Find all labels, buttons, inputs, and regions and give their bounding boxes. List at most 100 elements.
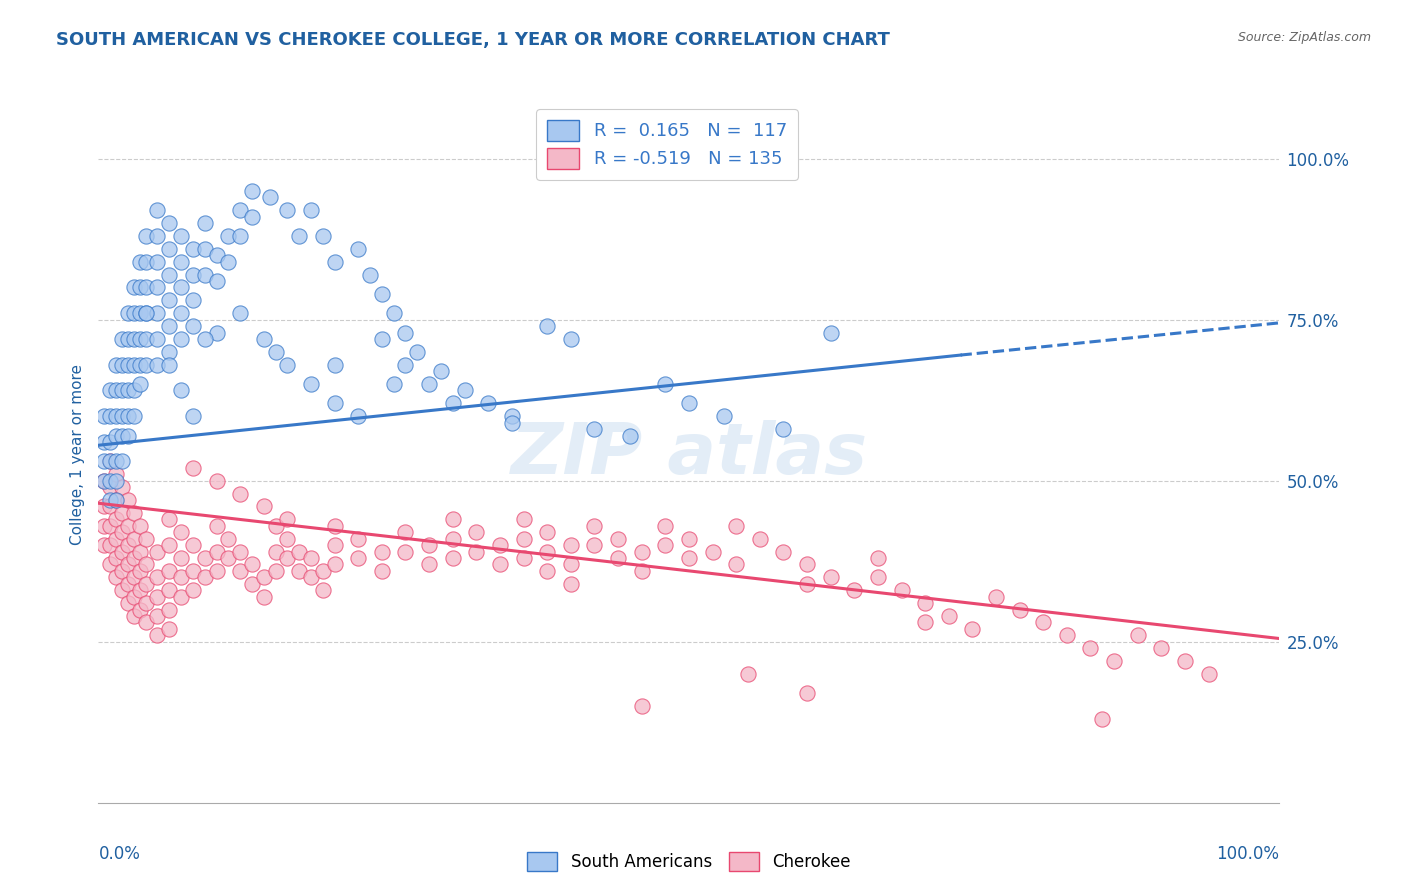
Point [1102, 654, 1125, 668]
Point [489, 538, 512, 552]
Point [93, 409, 115, 424]
Point [111, 480, 134, 494]
Point [170, 332, 193, 346]
Point [157, 358, 180, 372]
Point [772, 422, 794, 436]
Point [93, 500, 115, 514]
Point [135, 280, 157, 294]
Point [93, 538, 115, 552]
Point [170, 525, 193, 540]
Point [117, 596, 139, 610]
Point [122, 384, 145, 398]
Point [98, 493, 121, 508]
Point [288, 544, 311, 558]
Point [111, 583, 134, 598]
Point [111, 428, 134, 442]
Point [619, 428, 641, 442]
Point [111, 544, 134, 558]
Point [146, 280, 169, 294]
Point [111, 384, 134, 398]
Point [98, 480, 121, 494]
Point [914, 615, 936, 630]
Point [299, 203, 322, 218]
Point [146, 628, 169, 642]
Point [157, 583, 180, 598]
Point [501, 409, 523, 424]
Point [135, 358, 157, 372]
Point [111, 564, 134, 578]
Point [229, 564, 252, 578]
Point [323, 538, 346, 552]
Point [157, 344, 180, 359]
Point [217, 228, 239, 243]
Point [312, 583, 335, 598]
Point [418, 377, 440, 392]
Point [288, 564, 311, 578]
Point [240, 184, 263, 198]
Y-axis label: College, 1 year or more: College, 1 year or more [70, 365, 86, 545]
Point [866, 551, 889, 566]
Point [382, 377, 405, 392]
Point [441, 396, 464, 410]
Point [441, 512, 464, 526]
Point [654, 518, 676, 533]
Point [229, 486, 252, 500]
Point [194, 570, 217, 584]
Point [607, 551, 630, 566]
Point [194, 332, 217, 346]
Point [253, 590, 276, 604]
Point [512, 532, 534, 546]
Point [170, 306, 193, 320]
Point [181, 242, 204, 256]
Point [453, 384, 475, 398]
Point [128, 518, 150, 533]
Point [157, 319, 180, 334]
Text: Source: ZipAtlas.com: Source: ZipAtlas.com [1237, 31, 1371, 45]
Point [194, 216, 217, 230]
Point [678, 551, 700, 566]
Point [465, 544, 488, 558]
Point [702, 544, 724, 558]
Point [128, 544, 150, 558]
Point [512, 551, 534, 566]
Point [962, 622, 984, 636]
Point [117, 518, 139, 533]
Point [288, 228, 311, 243]
Point [229, 306, 252, 320]
Point [371, 286, 394, 301]
Point [111, 525, 134, 540]
Point [146, 203, 169, 218]
Point [105, 474, 128, 488]
Point [347, 242, 370, 256]
Point [820, 570, 842, 584]
Point [240, 210, 263, 224]
Point [122, 358, 145, 372]
Point [477, 396, 499, 410]
Point [105, 384, 128, 398]
Point [135, 306, 157, 320]
Point [678, 532, 700, 546]
Point [128, 254, 150, 268]
Point [276, 358, 298, 372]
Point [796, 686, 818, 700]
Point [98, 454, 121, 468]
Point [347, 409, 370, 424]
Point [93, 454, 115, 468]
Point [312, 564, 335, 578]
Point [111, 358, 134, 372]
Point [914, 596, 936, 610]
Point [299, 551, 322, 566]
Point [93, 474, 115, 488]
Point [394, 326, 416, 340]
Point [1008, 602, 1031, 616]
Point [170, 590, 193, 604]
Point [117, 306, 139, 320]
Point [117, 538, 139, 552]
Point [111, 332, 134, 346]
Point [264, 344, 287, 359]
Point [678, 396, 700, 410]
Point [117, 558, 139, 572]
Point [117, 428, 139, 442]
Point [394, 544, 416, 558]
Point [135, 332, 157, 346]
